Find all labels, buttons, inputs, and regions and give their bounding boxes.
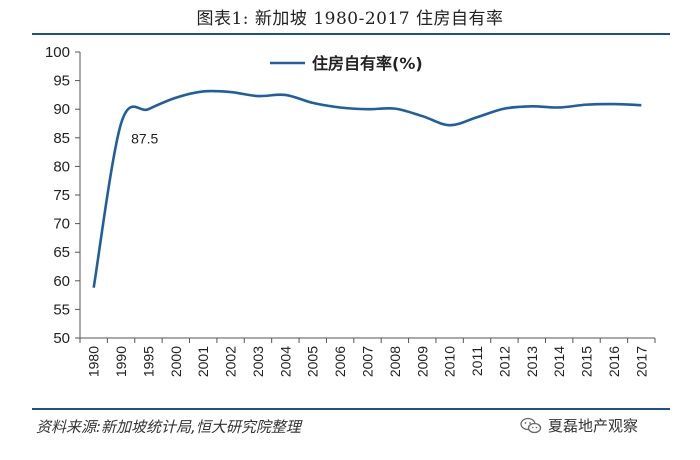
wechat-icon [520,417,542,435]
x-tick-label: 2010 [442,346,458,377]
chart-axes [79,52,655,339]
x-axis-ticks: 1980 1990 1995 2000 2001 2002 2003 2004 2005 2006… [79,338,656,377]
title-divider [32,33,670,35]
y-tick-label: 75 [53,187,70,204]
y-tick-label: 95 [53,73,70,90]
x-tick-label: 2002 [223,346,239,377]
x-tick-label: 2012 [496,346,512,377]
x-tick-label: 2007 [360,346,376,377]
x-tick-label: 2008 [387,346,403,377]
x-tick-label: 2014 [551,346,567,377]
y-tick-label: 80 [53,158,70,175]
x-tick-label: 2000 [168,346,184,377]
source-note: 资料来源:新加坡统计局,恒大研究院整理 [36,418,301,436]
watermark: 夏磊地产观察 [520,415,638,436]
x-tick-label: 2006 [332,346,348,377]
x-tick-label: 2011 [469,346,485,376]
legend-label: 住房自有率(%) [312,54,423,73]
x-tick-label: 1990 [113,346,129,377]
y-axis-ticks: 50 55 60 65 70 75 80 85 90 95 100 [45,44,80,347]
x-tick-label: 2009 [414,346,430,377]
y-tick-label: 100 [45,44,70,61]
x-tick-label: 2004 [277,346,293,377]
series-group [92,89,642,288]
y-tick-label: 65 [53,244,70,261]
y-tick-label: 90 [53,101,70,118]
x-tick-label: 2015 [579,346,595,377]
y-tick-label: 60 [53,273,70,290]
x-tick-label: 2003 [250,346,266,377]
page-title: 图表1: 新加坡 1980-2017 住房自有率 [196,9,504,29]
x-tick-label: 2017 [633,346,649,377]
y-tick-label: 55 [53,301,70,318]
legend: 住房自有率(%) [270,54,423,73]
series-line [92,89,642,288]
watermark-text: 夏磊地产观察 [548,417,639,435]
x-tick-label: 2013 [524,346,540,377]
x-tick-label: 1980 [86,346,102,377]
y-tick-label: 50 [53,330,70,347]
y-tick-label: 85 [53,130,70,147]
annotations: 87.5 [131,131,158,147]
x-tick-label: 2005 [305,346,321,377]
x-tick-label: 1995 [140,346,156,377]
x-tick-label: 2016 [606,346,622,377]
source-divider [32,408,670,410]
y-tick-label: 70 [53,216,70,233]
x-tick-label: 2001 [195,346,211,377]
data-label: 87.5 [131,131,158,147]
line-chart: 50 55 60 65 70 75 80 85 90 95 100 1980 1990 1995 2000… [45,44,656,377]
